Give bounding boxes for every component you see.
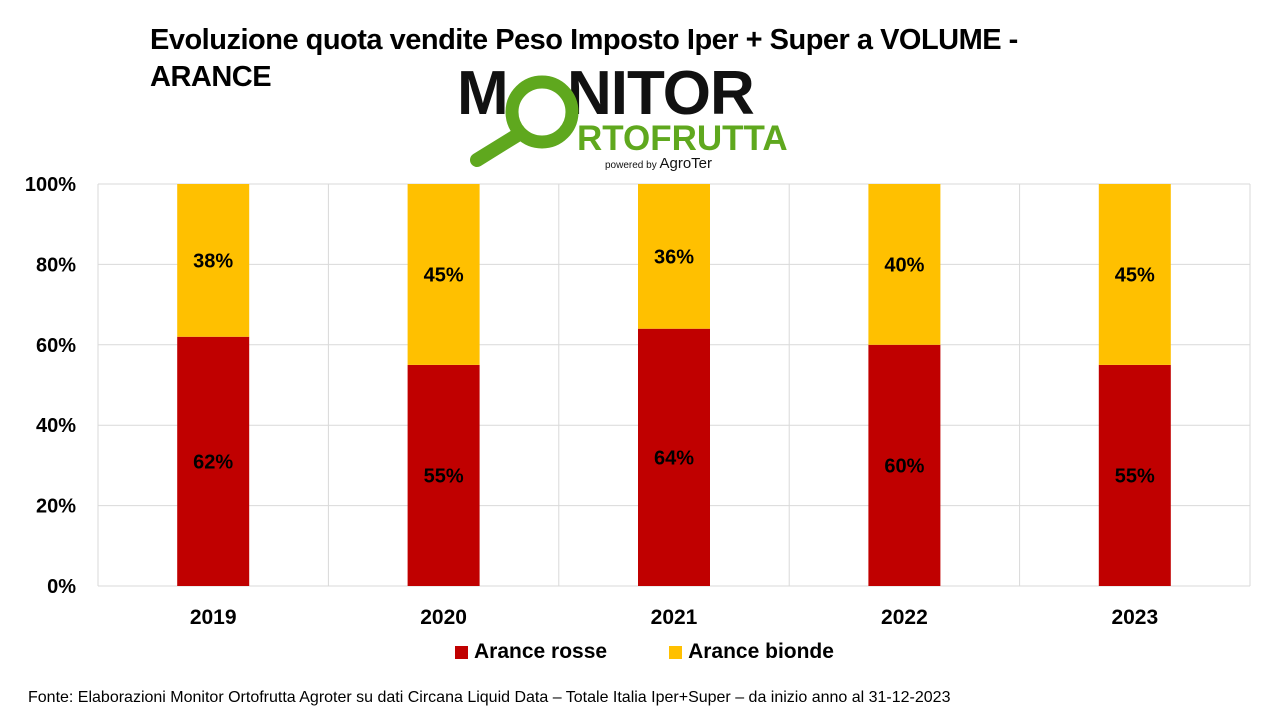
legend-label: Arance rosse [474, 640, 608, 663]
data-label: 55% [1115, 465, 1155, 487]
legend-item-arance-bionde: Arance bionde [669, 640, 834, 664]
bar-arance-rosse [868, 344, 941, 586]
data-label: 38% [193, 250, 233, 272]
y-tick-label: 60% [36, 335, 76, 357]
legend: Arance rosse Arance bionde [455, 640, 834, 664]
bar-arance-rosse [1098, 364, 1171, 586]
data-label: 60% [884, 455, 924, 477]
y-tick-label: 40% [36, 415, 76, 437]
y-tick-label: 0% [47, 576, 76, 598]
magnifier-icon [505, 75, 579, 149]
logo-nitor: NITOR [567, 62, 754, 128]
logo-m: M [457, 62, 508, 128]
bar-arance-bionde [868, 184, 941, 345]
bar-arance-rosse [407, 364, 480, 586]
source-footnote: Fonte: Elaborazioni Monitor Ortofrutta A… [28, 689, 951, 706]
y-tick-label: 100% [25, 174, 76, 196]
bar-arance-bionde [1098, 184, 1171, 365]
legend-label: Arance bionde [688, 640, 834, 663]
x-tick-label: 2019 [190, 606, 237, 629]
logo-tagline: powered by AgroTer [605, 155, 712, 172]
y-tick-label: 20% [36, 496, 76, 518]
data-label: 45% [424, 264, 464, 286]
data-label: 55% [424, 465, 464, 487]
bar-arance-bionde [638, 184, 710, 329]
data-label: 45% [1115, 264, 1155, 286]
data-label: 40% [884, 254, 924, 276]
bar-arance-bionde [407, 184, 480, 365]
legend-swatch [669, 645, 683, 659]
bar-arance-rosse [638, 328, 710, 586]
data-label: 36% [654, 246, 694, 268]
x-tick-label: 2021 [651, 606, 698, 629]
x-tick-label: 2022 [881, 606, 928, 629]
legend-item-arance-rosse: Arance rosse [455, 640, 607, 664]
logo-rtofrutta: RTOFRUTTA [577, 119, 788, 158]
data-label: 62% [193, 451, 233, 473]
x-tick-label: 2020 [420, 606, 467, 629]
y-tick-label: 80% [36, 254, 76, 276]
monitor-ortofrutta-logo: M NITOR RTOFRUTTA powered by AgroTer [457, 62, 788, 172]
bar-arance-rosse [177, 336, 250, 586]
x-tick-label: 2023 [1111, 606, 1158, 629]
data-label: 64% [654, 447, 694, 469]
chart-title: Evoluzione quota vendite Peso Imposto Ip… [150, 24, 1018, 93]
bar-arance-bionde [177, 184, 250, 337]
legend-swatch [455, 645, 468, 659]
